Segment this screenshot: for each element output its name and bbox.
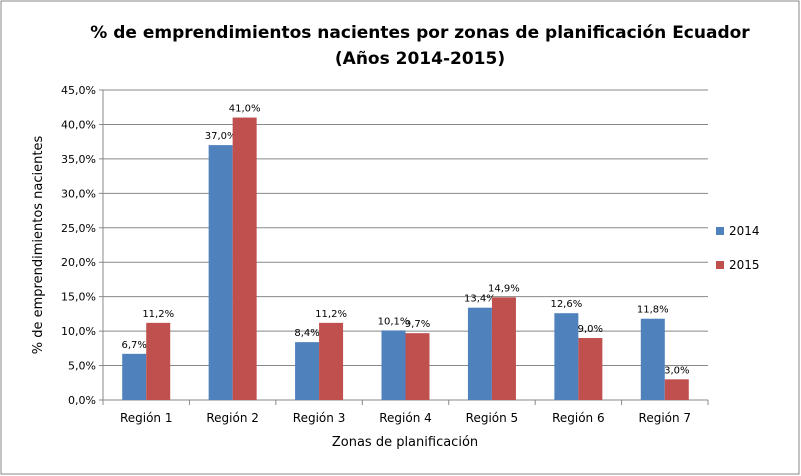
y-tick-label: 15,0%	[61, 291, 96, 304]
bar-2014	[381, 330, 406, 400]
data-label: 9,0%	[578, 324, 603, 335]
data-label: 11,2%	[315, 309, 347, 320]
x-tick-label: Región 7	[639, 411, 692, 425]
bar-2015	[319, 322, 344, 400]
bar-2015	[146, 322, 171, 400]
y-tick-label: 25,0%	[61, 222, 96, 235]
y-tick-label: 10,0%	[61, 325, 96, 338]
y-tick-label: 45,0%	[61, 84, 96, 97]
bar-2015	[405, 333, 430, 400]
data-label: 11,2%	[142, 309, 174, 320]
data-label: 37,0%	[205, 131, 237, 142]
bar-2015	[578, 338, 603, 400]
data-label: 8,4%	[294, 328, 319, 339]
data-label: 14,9%	[488, 283, 520, 294]
legend-label: 2014	[729, 224, 760, 238]
data-label: 10,1%	[378, 316, 410, 327]
bar-2015	[491, 297, 516, 400]
y-tick-label: 5,0%	[68, 360, 96, 373]
legend-label: 2015	[729, 258, 760, 272]
bar-2014	[640, 318, 665, 400]
y-tick-label: 20,0%	[61, 256, 96, 269]
y-tick-label: 40,0%	[61, 118, 96, 131]
data-label: 9,7%	[405, 319, 430, 330]
bar-2014	[554, 313, 579, 400]
bar-2015	[664, 379, 689, 400]
data-label: 11,8%	[637, 305, 669, 316]
y-tick-label: 35,0%	[61, 153, 96, 166]
data-label: 12,6%	[550, 299, 582, 310]
x-tick-label: Región 1	[120, 411, 173, 425]
data-label: 6,7%	[122, 340, 147, 351]
x-tick-label: Región 4	[379, 411, 432, 425]
x-tick-label: Región 6	[552, 411, 605, 425]
x-tick-label: Región 2	[206, 411, 259, 425]
legend-swatch	[716, 261, 724, 269]
bar-2014	[467, 307, 492, 400]
x-tick-label: Región 3	[293, 411, 346, 425]
y-axis-label: % de emprendimientos nacientes	[31, 136, 46, 355]
data-label: 3,0%	[664, 365, 689, 376]
bar-2014	[122, 353, 147, 400]
chart-title-line1: % de emprendimientos nacientes por zonas…	[90, 23, 750, 43]
bar-2014	[208, 145, 233, 400]
legend-swatch	[716, 227, 724, 235]
bar-2015	[232, 117, 257, 401]
y-tick-label: 30,0%	[61, 187, 96, 200]
data-label: 13,4%	[464, 294, 496, 305]
data-label: 41,0%	[229, 104, 261, 115]
chart-title-line2: (Años 2014-2015)	[335, 49, 505, 69]
y-tick-label: 0,0%	[68, 394, 96, 407]
bar-2014	[295, 342, 320, 400]
x-tick-label: Región 5	[466, 411, 519, 425]
x-axis-label: Zonas de planificación	[332, 435, 478, 450]
